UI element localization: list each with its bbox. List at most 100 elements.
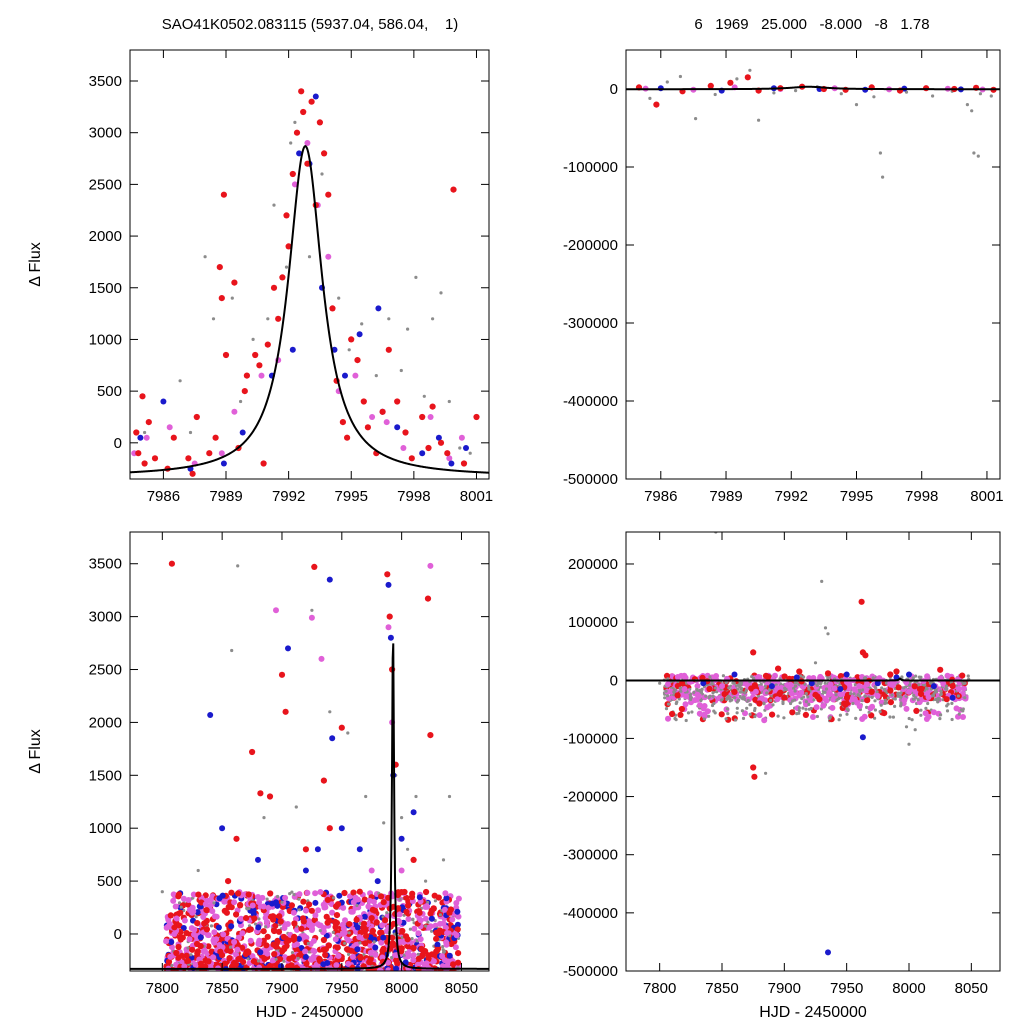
data-point-red [241,388,248,395]
band-point-gray [385,911,389,915]
band-point-red [320,936,327,944]
data-point-magenta [887,680,894,687]
band-point-magenta [370,898,377,905]
band-point-gray [939,692,943,696]
band-point-gray [297,908,301,912]
data-point-gray [757,118,761,122]
band-point-magenta [256,899,263,906]
band-point-magenta [874,692,881,699]
band-point-red [428,907,435,914]
band-point-magenta [186,936,193,943]
data-point-red [332,920,339,927]
band-point-gray [686,711,691,715]
band-point-gray [745,706,749,710]
data-point-red [257,790,264,797]
band-point-red [183,930,190,937]
data-point-magenta [291,181,298,188]
band-point-magenta [417,936,424,943]
y-tick-label: 2500 [89,662,122,679]
data-point-gray [230,648,234,653]
band-point-gray [441,945,445,949]
data-point-red [311,563,318,571]
data-point-red [354,357,361,364]
band-point-red [748,685,755,692]
band-point-red [399,927,406,935]
band-point-magenta [304,889,311,896]
data-point-blue [700,680,707,687]
data-point-red [339,419,346,426]
band-point-red [433,929,440,936]
plot-frame [129,49,490,480]
band-point-gray [695,687,699,692]
band-point-red [357,954,364,961]
data-point-red [316,119,323,126]
data-point-red [189,946,196,953]
data-point-red [279,274,286,281]
band-point-red [403,908,410,916]
band-point-gray [834,693,838,697]
band-point-gray [963,696,967,700]
dense-point-band [163,888,462,971]
y-tick-label: -200000 [563,237,618,254]
x-tick-label: 7900 [265,980,298,997]
band-point-red [195,891,202,898]
band-point-magenta [439,963,446,970]
band-point-gray [878,710,882,714]
band-point-magenta [778,684,785,691]
band-point-magenta [701,711,708,718]
band-point-gray [899,691,903,695]
y-axis-label: Δ Flux [27,242,44,286]
data-point-gray [262,816,266,820]
data-point-red [170,434,177,441]
data-point-blue [356,331,363,338]
band-point-gray [740,687,744,691]
band-point-gray [891,715,896,719]
band-point-gray [763,684,767,689]
data-point-magenta [213,936,220,943]
data-point-red [290,936,297,943]
y-tick-label: 1000 [89,331,122,348]
data-point-magenta [231,899,238,906]
band-point-red [868,712,875,719]
data-point-gray [748,68,752,72]
band-point-red [247,926,254,933]
band-point-magenta [163,938,170,945]
x-tick-label: 7989 [209,488,242,505]
data-point-red [289,170,296,178]
band-point-gray [738,694,742,699]
band-point-gray [743,691,747,695]
band-point-red [433,935,440,942]
band-point-red [324,896,331,904]
data-point-gray [382,821,386,825]
data-point-gray [447,794,452,799]
band-point-magenta [752,688,759,695]
data-point-blue [731,671,738,678]
band-point-gray [874,686,878,690]
data-point-red [285,243,292,250]
band-point-gray [886,696,891,700]
band-point-red [322,946,329,953]
data-point-magenta [308,614,315,621]
axis-ticks: 7800 7850 7900 7950 8000 8050 200000 100000 0 -10… [563,532,1000,997]
data-point-blue [385,581,392,588]
band-point-gray [736,687,740,691]
data-point-blue [342,372,348,379]
band-point-red [245,949,252,956]
data-point-gray [422,394,426,398]
band-point-gray [793,689,797,693]
band-point-gray [355,903,359,908]
band-point-magenta [204,932,211,938]
x-tick-label: 8001 [460,488,493,505]
data-point-gray [732,696,737,700]
band-point-gray [194,915,198,919]
data-point-red [308,98,315,105]
data-point-gray [764,771,768,775]
band-point-red [167,912,174,919]
band-point-magenta [713,673,720,679]
data-point-red [812,691,819,698]
band-point-gray [939,713,943,717]
data-point-gray [346,731,350,735]
data-point-red [669,710,676,718]
band-point-magenta [453,932,460,939]
band-point-magenta [306,922,313,929]
